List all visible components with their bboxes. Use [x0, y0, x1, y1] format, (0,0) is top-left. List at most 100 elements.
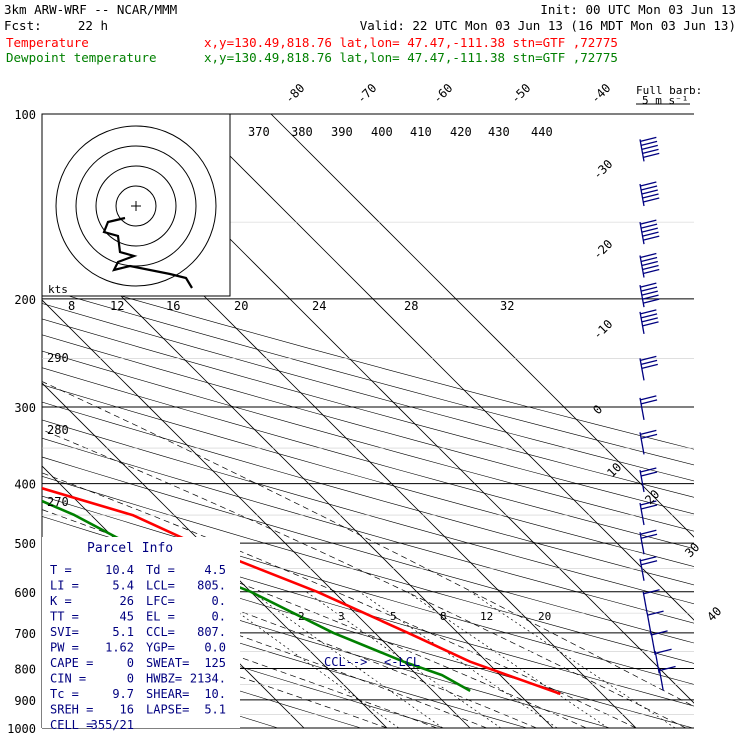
wind-barb [639, 309, 659, 334]
valid-time: Valid: 22 UTC Mon 03 Jun 13 (16 MDT Mon … [360, 18, 736, 33]
parcel-info-key: YGP= [146, 641, 175, 655]
wind-barb-flag [640, 256, 658, 263]
model-title: 3km ARW-WRF -- NCAR/MMM [4, 2, 177, 17]
isotherm-right-label: 40 [704, 604, 724, 624]
isotherm-line [187, 114, 694, 621]
parcel-info-key: CIN = [50, 672, 86, 686]
wind-barb-shaft [639, 311, 645, 334]
wind-barb [639, 181, 660, 207]
wind-barb-flag [641, 260, 658, 267]
wind-barb-shaft [639, 222, 645, 245]
parcel-info-key: Tc = [50, 687, 79, 701]
wind-barb-shaft [642, 591, 648, 614]
wind-barb [639, 395, 658, 421]
wind-barb-flag [643, 268, 660, 275]
barb-key-value: 5 m s⁻¹ [642, 94, 688, 107]
hodograph-ring-outer [75, 145, 197, 267]
wind-barb-flag [640, 282, 657, 288]
parcel-info-value: 0 [127, 656, 134, 670]
hodograph-ring-middle [95, 165, 177, 247]
parcel-info-value: 0.0 [204, 641, 226, 655]
wind-barb-flag [640, 467, 657, 473]
wind-barb-shaft [639, 358, 645, 381]
pressure-label: 600 [14, 586, 36, 600]
isotherm-line [270, 114, 694, 538]
parcel-info-value: 0. [212, 610, 226, 624]
wind-barb [639, 429, 658, 455]
parcel-info-key: SHEAR= [146, 687, 189, 701]
isotherm-right-label: 10 [604, 460, 624, 480]
theta-label: 280 [47, 423, 69, 437]
pressure-label: 700 [14, 627, 36, 641]
theta-label: 390 [331, 125, 353, 139]
hodograph-trace [102, 216, 193, 289]
wind-barb [639, 136, 660, 162]
isotherm-line [42, 299, 471, 728]
parcel-info-value: 5.1 [112, 625, 134, 639]
parcel-info-value: 5.4 [112, 579, 134, 593]
wind-barb-flag [640, 556, 657, 562]
wind-barb-flag [640, 286, 658, 292]
parcel-info-key: CAPE = [50, 656, 93, 670]
moist-adiabat [42, 429, 686, 728]
fcst-value: 22 h [78, 18, 108, 33]
theta-label: 420 [450, 125, 472, 139]
wind-barb [646, 610, 664, 636]
mixing-ratio-label: 3 [338, 610, 345, 623]
wind-barb-flag [642, 231, 659, 237]
wind-barb-flag [640, 433, 658, 439]
theta-label: 270 [47, 495, 69, 509]
wind-barb-flag [643, 589, 660, 595]
theta-label: 380 [291, 125, 313, 139]
mixing-ratio-label: 12 [480, 610, 493, 623]
wind-barb [639, 252, 660, 278]
wind-barb [639, 355, 658, 381]
wind-barb-flag [640, 471, 658, 477]
wind-barb-shaft [639, 285, 645, 308]
parcel-info-key: SWEAT= [146, 656, 189, 670]
wind-barb-shaft [654, 651, 660, 674]
theta-label: 410 [410, 125, 432, 139]
parcel-info-value: 26 [120, 594, 134, 608]
parcel-info-value: 355/21 [91, 718, 134, 732]
wind-barb-flag [640, 504, 658, 510]
wind-barb-flag [640, 399, 658, 405]
moist-adiabat [42, 540, 537, 728]
parcel-info-key: K = [50, 594, 72, 608]
pressure-label: 500 [14, 537, 36, 551]
wind-barb-flag [659, 665, 676, 672]
wind-barb-shaft [639, 397, 645, 421]
wind-barb-flag [643, 197, 660, 203]
hodograph-ring-label: 32 [500, 299, 514, 313]
pressure-label: 900 [14, 694, 36, 708]
wind-barb [639, 282, 660, 308]
parcel-info-key: LCL= [146, 579, 175, 593]
wind-barb-flag [642, 294, 659, 300]
parcel-info-key: SVI= [50, 625, 79, 639]
moist-adiabat [42, 472, 637, 728]
isotherm-line [42, 382, 388, 728]
lcl-annotation: <-LCL [384, 655, 420, 669]
wind-barb-flag [641, 227, 658, 233]
wind-barb-shaft [639, 469, 645, 493]
wind-barb-shaft [639, 432, 645, 455]
wind-barb-flag [640, 309, 657, 315]
pressure-labels: 100 200 300 400 500 600 700 800 900 1000 [7, 108, 36, 736]
parcel-info-key: TT = [50, 610, 79, 624]
wind-barb [639, 219, 660, 245]
mixing-ratio-line [250, 591, 443, 728]
mixing-ratio-label: 8 [440, 610, 447, 623]
theta-label: 430 [488, 125, 510, 139]
moist-adiabat [42, 381, 694, 707]
isotherm-top-label: -50 [508, 81, 533, 106]
pressure-label: 400 [14, 478, 36, 492]
wind-barb-flag [640, 136, 657, 143]
parcel-info-value: 9.7 [112, 687, 134, 701]
wind-barb [650, 630, 668, 656]
fcst-label: Fcst: [4, 18, 42, 33]
wind-barb-shaft [639, 255, 645, 278]
wind-barb-flag [640, 429, 657, 435]
hodograph-ring-label: 28 [404, 299, 418, 313]
wind-barb-flag [640, 223, 658, 229]
theta-label: 400 [371, 125, 393, 139]
